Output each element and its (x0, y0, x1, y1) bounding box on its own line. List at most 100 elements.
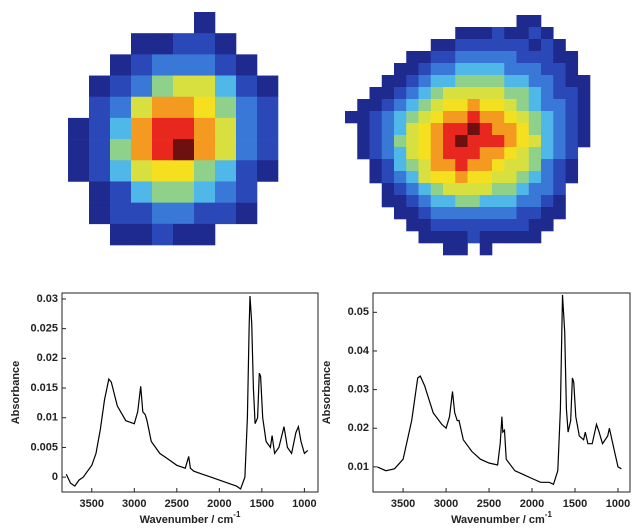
y-tick-label: 0.04 (348, 345, 370, 357)
heatmap-cell (443, 243, 456, 256)
heatmap-cell (528, 207, 542, 220)
heatmap-cell (152, 160, 174, 182)
heatmap-cell (369, 99, 383, 112)
heatmap-cell (455, 207, 468, 220)
heatmap-cell (257, 160, 279, 182)
heatmap-cell (418, 87, 432, 100)
heatmap-cell (455, 183, 468, 196)
heatmap-cell (528, 15, 542, 28)
heatmap-cell (553, 123, 566, 136)
heatmap-cell (504, 195, 517, 208)
heatmap-cell (467, 207, 481, 220)
heatmap-cell (541, 39, 554, 52)
heatmap-cell (152, 139, 174, 161)
heatmap-cell (418, 99, 432, 112)
heatmap-cell (381, 147, 395, 160)
heatmap-cell (516, 39, 530, 52)
heatmap-cell (406, 171, 419, 184)
heatmap-cell (455, 51, 468, 64)
heatmap-cell (565, 159, 579, 172)
heatmap-cell (430, 195, 444, 208)
heatmap-cell (131, 160, 153, 182)
heatmap-cell (528, 99, 542, 112)
y-axis-label: Absorbance (321, 361, 333, 425)
heatmap-cell (479, 183, 493, 196)
heatmap-cell (418, 231, 432, 244)
heatmap-cell (110, 160, 132, 182)
heatmap-cell (152, 181, 174, 203)
heatmap-cell (357, 111, 370, 124)
heatmap-cell (381, 99, 395, 112)
heatmap-cell (236, 202, 258, 225)
heatmap-cell (215, 117, 237, 140)
heatmap-cell (504, 39, 517, 52)
heatmap-cell (541, 207, 554, 220)
heatmap-cell (528, 147, 542, 160)
heatmap-cell (577, 87, 591, 100)
heatmap-cell (492, 183, 505, 196)
heatmap-cell (492, 195, 505, 208)
heatmap-cell (131, 202, 153, 225)
heatmap-cell (194, 96, 216, 119)
heatmap-cell (528, 231, 542, 244)
heatmap-cell (565, 87, 579, 100)
heatmap-cell (553, 51, 566, 64)
heatmap-cell (418, 135, 432, 148)
y-axis-label: Absorbance (10, 361, 22, 425)
heatmap-cell (504, 159, 517, 172)
heatmap-cell (516, 219, 530, 232)
heatmap-cell (541, 219, 554, 232)
heatmap-cell (565, 111, 579, 124)
heatmap-cell (455, 87, 468, 100)
heatmap-cell (467, 147, 481, 160)
heatmap-cell (455, 99, 468, 112)
x-axis-label-text: Wavenumber / cm (451, 514, 545, 526)
heatmap-cell (131, 139, 153, 161)
heatmap-cell (492, 219, 505, 232)
heatmap-cell (479, 219, 493, 232)
heatmap-cell (467, 183, 481, 196)
heatmap-cell (455, 63, 468, 76)
heatmap-cell (553, 183, 566, 196)
x-tick-label: 3000 (122, 498, 146, 510)
heatmap-cell (394, 135, 407, 148)
heatmap-cell (89, 202, 111, 225)
heatmap-cell (152, 202, 174, 225)
heatmap-cell (430, 219, 444, 232)
heatmap-cell (257, 96, 279, 119)
heatmap-cell (553, 39, 566, 52)
heatmap-cell (443, 231, 456, 244)
x-tick-label: 2000 (207, 498, 231, 510)
heatmap-cell (369, 111, 383, 124)
heatmap-cell (215, 160, 237, 182)
heatmap-cell (516, 171, 530, 184)
heatmap-cell (516, 15, 530, 28)
heatmap-cell (89, 117, 111, 140)
heatmap-cell (430, 147, 444, 160)
heatmap-cell (541, 171, 554, 184)
heatmap-cell (516, 99, 530, 112)
spectrum-line (377, 294, 622, 486)
heatmap-cell (455, 219, 468, 232)
heatmap-cell (369, 159, 383, 172)
heatmap-cell (194, 54, 216, 76)
heatmap-cell (173, 96, 195, 119)
heatmap-cell (553, 75, 566, 88)
heatmap-cell (492, 111, 505, 124)
heatmap-cell (236, 139, 258, 161)
heatmap-cell (504, 135, 517, 148)
y-tick-label: 0.03 (348, 384, 369, 396)
y-tick-label: 0.03 (37, 293, 58, 305)
heatmap-cell (565, 135, 579, 148)
heatmap-cell (394, 147, 407, 160)
heatmap-cell (394, 111, 407, 124)
heatmap-cell (492, 39, 505, 52)
heatmap-cell (516, 75, 530, 88)
heatmap-cell (430, 99, 444, 112)
heatmap-cell (577, 123, 591, 136)
heatmap-cell (516, 195, 530, 208)
heatmap-cell (236, 181, 258, 203)
heatmap-cell (479, 207, 493, 220)
heatmap-cell (430, 51, 444, 64)
heatmap-cell (173, 33, 195, 55)
